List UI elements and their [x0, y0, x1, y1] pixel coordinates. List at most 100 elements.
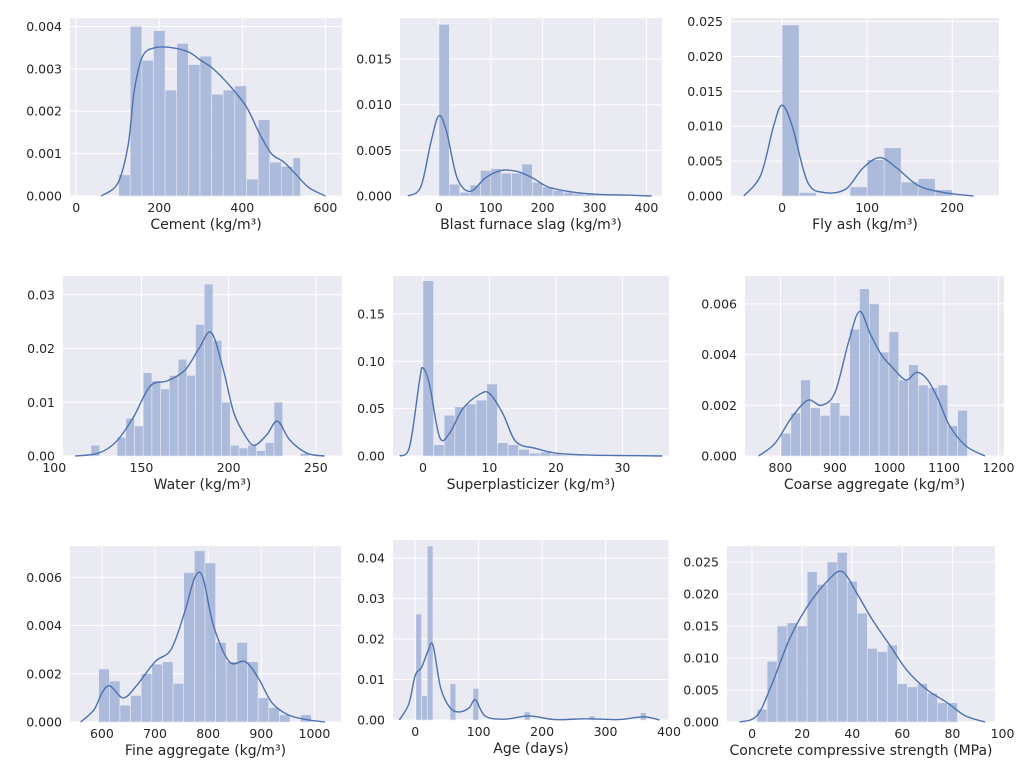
histogram-bar	[859, 288, 870, 457]
histogram-bar	[236, 642, 248, 723]
x-axis-label: Fine aggregate (kg/m³)	[125, 743, 286, 759]
y-tick-label: 0.00	[357, 713, 385, 728]
histogram-bar	[151, 380, 161, 457]
x-tick-label: 100	[855, 200, 879, 215]
histogram-bar	[422, 280, 434, 457]
histogram-bar	[898, 379, 909, 457]
histogram-panel-1: 0.000 0.001 0.002 0.003 0.004 0 200 400 600 Cemen…	[26, 18, 342, 233]
x-tick-label: 0	[411, 724, 419, 739]
y-tick-label: 0.010	[687, 119, 723, 134]
histogram-bar	[869, 303, 880, 457]
histogram-panel-4: 0.00 0.01 0.02 0.03 100 150 200 250 Water (kg/m³…	[27, 276, 342, 493]
x-tick-label: 600	[90, 726, 114, 741]
histogram-bar	[176, 43, 189, 197]
histogram-bar	[222, 89, 236, 197]
histogram-bar	[826, 561, 838, 723]
histogram-bar	[866, 648, 878, 723]
histogram-bar	[269, 161, 282, 197]
x-tick-label: 100	[467, 724, 491, 739]
y-tick-label: 0.002	[26, 666, 62, 681]
histogram-bar	[172, 683, 185, 723]
histogram-bar	[531, 182, 543, 197]
histogram-bar	[776, 625, 788, 723]
histogram-bar	[937, 702, 948, 723]
x-axis-label: Cement (kg/m³)	[150, 217, 261, 233]
histogram-bar	[947, 702, 958, 723]
y-tick-label: 0.00	[27, 449, 55, 464]
histogram-bar	[756, 708, 768, 723]
histogram-bar	[780, 432, 792, 457]
y-tick-label: 0.000	[356, 189, 392, 204]
x-tick-label: 400	[635, 200, 659, 215]
kde-curve	[743, 104, 974, 197]
y-tick-label: 0.000	[26, 715, 62, 730]
kde-curve	[739, 570, 986, 723]
x-axis-label: Coarse aggregate (kg/m³)	[784, 477, 965, 493]
x-tick-label: 80	[944, 726, 960, 741]
histogram-bar	[552, 190, 564, 197]
histogram-bar	[140, 673, 153, 723]
y-tick-label: 0.020	[687, 49, 723, 64]
x-tick-label: 150	[130, 460, 154, 475]
y-tick-label: 0.005	[687, 154, 723, 169]
x-tick-label: 200	[147, 200, 171, 215]
y-tick-label: 0.004	[701, 347, 737, 362]
x-tick-label: 100	[42, 460, 66, 475]
histogram-bar	[876, 651, 888, 723]
plot-area	[393, 276, 669, 456]
histogram-bar	[521, 163, 533, 197]
histogram-bar	[937, 384, 949, 457]
histogram-bar	[927, 692, 938, 723]
kde-curve	[399, 366, 663, 457]
histogram-bar	[151, 663, 163, 723]
x-tick-label: 800	[196, 726, 220, 741]
x-tick-label: 200	[531, 200, 555, 215]
x-tick-label: 200	[530, 724, 554, 739]
histogram-bar	[550, 453, 562, 457]
y-tick-label: 0.006	[26, 570, 62, 585]
x-tick-label: 1200	[983, 460, 1015, 475]
plot-area	[393, 540, 669, 720]
x-tick-label: 1000	[874, 460, 906, 475]
x-tick-label: 1000	[299, 726, 331, 741]
histogram-panel-7: 0.000 0.002 0.004 0.006 600 700 800 900 1000 Fine…	[26, 546, 341, 759]
histogram-bar	[849, 186, 868, 197]
histogram-bar	[480, 170, 492, 197]
y-tick-label: 0.01	[357, 672, 385, 687]
histogram-bar	[188, 64, 201, 197]
y-tick-label: 0.000	[687, 189, 723, 204]
histogram-panel-9: 0.000 0.005 0.010 0.015 0.020 0.025 0 20 40 60 80 1…	[683, 546, 1014, 759]
histogram-bar	[849, 328, 860, 457]
x-axis-label: Superplasticizer (kg/m³)	[447, 477, 616, 493]
histogram-panel-8: 0.00 0.01 0.02 0.03 0.04 0 100 200 300 400 Age (da…	[357, 540, 681, 757]
histogram-bar	[153, 30, 166, 197]
histogram-bar	[221, 401, 231, 457]
kde-curve	[758, 310, 986, 457]
histogram-bar	[234, 85, 247, 197]
histogram-bar	[212, 340, 222, 457]
histogram-bar	[836, 552, 848, 723]
y-tick-label: 0.05	[357, 401, 385, 416]
histogram-bar	[448, 183, 460, 197]
histogram-bar	[203, 283, 214, 457]
histogram-bar	[518, 449, 530, 457]
histogram-bar	[162, 661, 174, 723]
histogram-bar	[281, 166, 294, 197]
kde-curve	[80, 571, 326, 723]
y-tick-label: 0.025	[687, 14, 723, 29]
histogram-bar	[497, 442, 509, 457]
x-axis-label: Water (kg/m³)	[154, 477, 252, 493]
histogram-bar	[917, 178, 936, 197]
histogram-bar	[511, 172, 523, 197]
y-tick-label: 0.015	[356, 52, 392, 67]
histogram-bar	[781, 24, 800, 197]
histogram-bar	[819, 415, 831, 457]
x-tick-label: 200	[217, 460, 241, 475]
y-tick-label: 0.015	[683, 619, 719, 634]
y-tick-label: 0.025	[683, 555, 719, 570]
histogram-bar	[443, 414, 456, 457]
x-tick-label: 0	[72, 200, 80, 215]
kde-curve	[75, 331, 325, 457]
histogram-bar	[426, 545, 434, 721]
plot-area	[731, 18, 999, 196]
